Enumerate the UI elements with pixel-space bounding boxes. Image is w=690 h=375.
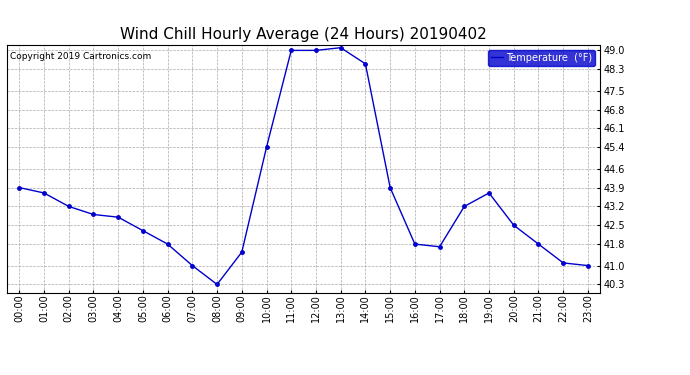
Title: Wind Chill Hourly Average (24 Hours) 20190402: Wind Chill Hourly Average (24 Hours) 201… (120, 27, 487, 42)
Legend: Temperature  (°F): Temperature (°F) (488, 50, 595, 66)
Text: Copyright 2019 Cartronics.com: Copyright 2019 Cartronics.com (10, 53, 151, 62)
